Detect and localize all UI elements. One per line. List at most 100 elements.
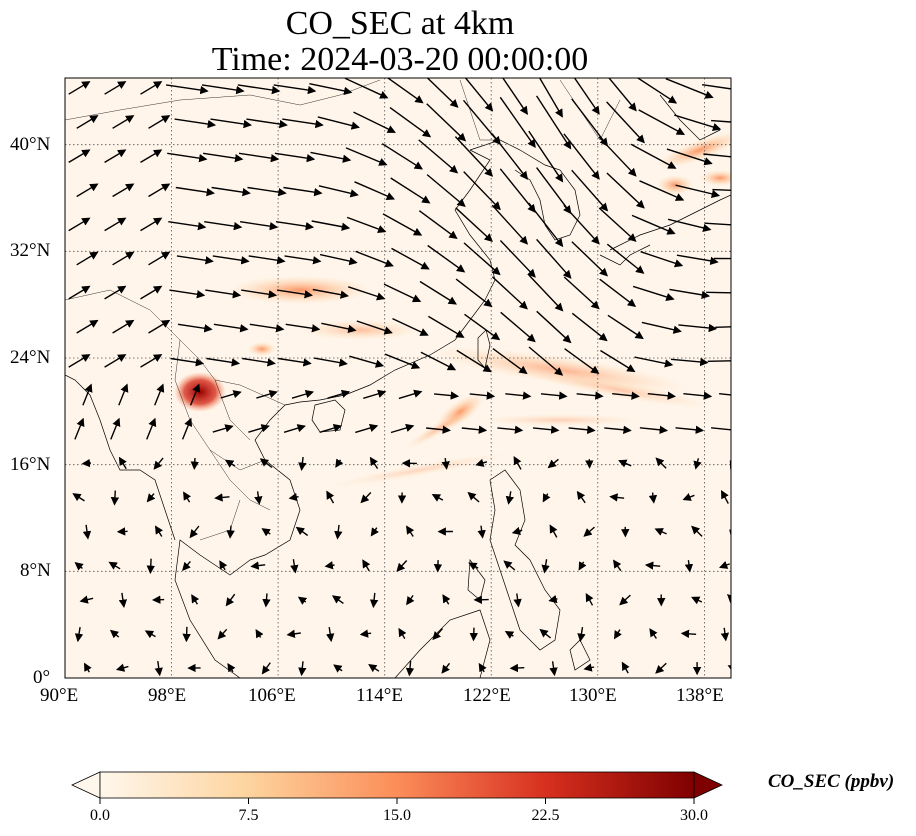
wind-arrow <box>398 389 423 400</box>
wind-arrow <box>391 247 430 270</box>
wind-arrow <box>454 136 494 177</box>
wind-arrow <box>571 241 609 277</box>
wind-arrow <box>600 349 636 373</box>
wind-arrow <box>428 315 465 338</box>
wind-arrow <box>68 217 91 232</box>
wind-arrow <box>618 459 632 468</box>
wind-arrow <box>606 172 645 209</box>
wind-arrow <box>398 627 407 640</box>
wind-arrow <box>676 254 719 265</box>
wind-arrow <box>212 255 250 265</box>
wind-arrow <box>647 391 676 400</box>
lon-tick-label: 138°E <box>676 685 724 706</box>
wind-arrow <box>327 389 351 399</box>
wind-arrow <box>82 524 92 540</box>
wind-arrow <box>693 458 702 470</box>
wind-arrow <box>392 317 429 336</box>
wind-arrow <box>146 417 157 440</box>
wind-arrow <box>456 349 492 373</box>
wind-arrow <box>683 391 713 400</box>
wind-arrow <box>210 118 252 129</box>
wind-arrow <box>504 630 515 639</box>
wind-arrow <box>109 629 120 639</box>
wind-arrow <box>309 83 353 95</box>
wind-arrow <box>148 115 171 129</box>
lon-tick-label: 122°E <box>463 685 511 706</box>
wind-arrow <box>189 525 200 539</box>
wind-arrow <box>675 184 721 198</box>
wind-arrow <box>148 319 171 334</box>
wind-arrow <box>202 152 244 163</box>
wind-arrow <box>568 425 596 434</box>
wind-arrow <box>536 95 572 150</box>
wind-arrow <box>477 525 486 539</box>
wind-arrow <box>406 525 415 537</box>
wind-arrow <box>333 664 343 673</box>
wind-arrow <box>344 78 389 99</box>
wind-arrow <box>426 78 459 108</box>
wind-arrow <box>420 351 457 371</box>
wind-arrow <box>112 183 135 198</box>
wind-arrow <box>492 348 528 375</box>
wind-arrow <box>666 148 713 166</box>
wind-arrow <box>670 357 709 367</box>
wind-arrow <box>360 492 372 504</box>
wind-arrow <box>298 661 307 677</box>
wind-arrow <box>382 213 423 236</box>
wind-arrow <box>165 84 209 95</box>
wind-arrow <box>217 628 228 640</box>
wind-arrow <box>682 493 695 501</box>
wind-arrow <box>441 458 450 470</box>
wind-arrow <box>310 151 352 163</box>
wind-arrow <box>463 242 501 276</box>
wind-arrow <box>389 107 432 138</box>
wind-arrow <box>542 493 551 503</box>
wind-arrow <box>154 383 165 406</box>
wind-arrow <box>513 593 522 608</box>
wind-arrow <box>712 188 731 191</box>
wind-arrow <box>369 456 379 469</box>
wind-arrow <box>499 168 536 213</box>
wind-arrow <box>290 559 299 574</box>
wind-arrow <box>467 491 480 503</box>
wind-arrow <box>563 204 600 245</box>
wind-arrow <box>68 149 91 164</box>
wind-arrow <box>549 524 558 538</box>
wind-arrow <box>204 221 243 231</box>
wind-arrow <box>275 221 315 231</box>
wind-arrow <box>262 593 271 608</box>
wind-arrow <box>598 136 637 177</box>
wind-arrow <box>175 186 215 197</box>
wind-arrow <box>227 663 236 673</box>
wind-arrow <box>206 357 241 367</box>
colorbar-tick-label: 22.5 <box>531 807 560 824</box>
wind-arrow <box>499 240 536 278</box>
wind-arrow <box>118 383 129 406</box>
wind-arrow <box>355 250 394 268</box>
wind-arrow <box>606 243 645 274</box>
wind-arrow <box>324 561 335 570</box>
wind-arrow <box>491 276 528 310</box>
wind-arrow <box>242 357 276 367</box>
wind-arrow <box>648 492 658 504</box>
wind-arrow <box>284 255 322 265</box>
wind-arrow <box>583 526 595 537</box>
wind-arrow <box>349 355 385 368</box>
wind-arrow <box>146 493 156 503</box>
wind-arrow <box>182 560 191 571</box>
wind-arrow <box>631 214 676 235</box>
wind-arrow <box>432 628 444 641</box>
wind-arrow <box>536 310 572 344</box>
colorbar-tick-label: 15.0 <box>383 807 411 824</box>
wind-arrow <box>319 253 358 266</box>
wind-arrow <box>427 244 466 273</box>
wind-arrow <box>295 526 309 537</box>
wind-arrow <box>578 561 587 571</box>
wind-arrow <box>469 627 478 642</box>
wind-arrow <box>182 626 191 643</box>
wind-arrow <box>649 628 658 639</box>
wind-arrow <box>384 353 421 370</box>
wind-arrow <box>116 527 128 536</box>
wind-arrow <box>246 118 288 129</box>
wind-arrow <box>500 311 536 343</box>
